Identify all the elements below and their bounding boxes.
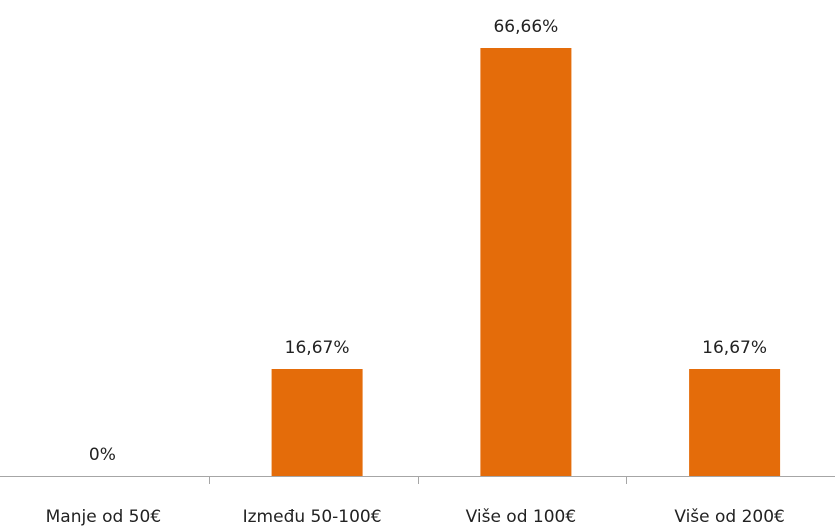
category-labels-group: Manje od 50€ Između 50-100€ Više od 100€ Vi… bbox=[46, 507, 785, 527]
bar-1 bbox=[271, 369, 363, 476]
category-label-0: Manje od 50€ bbox=[46, 507, 162, 527]
data-label-3: 16,67% bbox=[702, 338, 767, 358]
category-label-1: Između 50-100€ bbox=[243, 507, 382, 527]
value-labels-group: 0% 16,67% 66,66% 16,67% bbox=[89, 17, 767, 465]
category-label-3: Više od 200€ bbox=[674, 507, 785, 527]
bars-group bbox=[271, 48, 781, 476]
category-label-2: Više od 100€ bbox=[466, 507, 577, 527]
data-label-0: 0% bbox=[89, 445, 116, 465]
x-axis-ticks bbox=[209, 476, 627, 484]
bar-3 bbox=[689, 369, 781, 476]
data-label-2: 66,66% bbox=[493, 17, 558, 37]
bar-2 bbox=[480, 48, 572, 476]
data-label-1: 16,67% bbox=[285, 338, 350, 358]
